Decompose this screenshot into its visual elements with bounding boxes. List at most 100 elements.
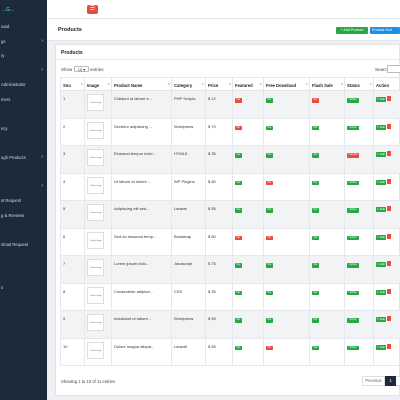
status-badge[interactable]: Active: [347, 98, 359, 103]
sidebar-item[interactable]: [0, 164, 47, 179]
free-download-badge[interactable]: Yes: [266, 263, 273, 268]
sidebar-item[interactable]: [0, 222, 47, 237]
sidebar-item[interactable]: nload Request: [0, 237, 47, 252]
featured-badge[interactable]: Yes: [235, 318, 242, 323]
edit-button[interactable]: ✎ Edit: [376, 207, 386, 213]
delete-button[interactable]: [387, 343, 391, 349]
sidebar-item[interactable]: s: [0, 280, 47, 295]
product-thumbnail[interactable]: Product Image: [87, 231, 104, 249]
sidebar-item[interactable]: ugh Products ›: [0, 150, 47, 165]
edit-button[interactable]: ✎ Edit: [376, 124, 386, 130]
status-badge[interactable]: Active: [347, 180, 359, 186]
sidebar-item[interactable]: ›: [0, 179, 47, 194]
sidebar-item[interactable]: [0, 106, 47, 121]
flash-sale-badge[interactable]: Yes: [312, 290, 319, 296]
edit-button[interactable]: ✎ Edit: [376, 317, 386, 323]
column-header-free-download[interactable]: Free Download ⇅: [264, 77, 310, 91]
entries-select[interactable]: 10 ▾: [74, 65, 89, 72]
delete-button[interactable]: [387, 288, 391, 294]
sidebar-item[interactable]: g & Reviews: [0, 208, 47, 223]
sidebar-item[interactable]: ›: [0, 63, 47, 78]
product-thumbnail[interactable]: Product Image: [87, 314, 104, 331]
status-badge[interactable]: InActive: [347, 153, 359, 158]
flash-sale-badge[interactable]: Yes: [312, 235, 319, 241]
page-button-1[interactable]: 1: [385, 376, 396, 386]
edit-button[interactable]: ✎ Edit: [376, 179, 386, 185]
delete-button[interactable]: [387, 233, 391, 239]
column-header-product-name[interactable]: Product Name ⇅: [112, 77, 172, 91]
column-header-category[interactable]: Category ⇅: [172, 77, 206, 91]
flash-sale-badge[interactable]: Yes: [312, 345, 319, 351]
flash-sale-badge[interactable]: Yes: [312, 180, 319, 186]
sidebar-item[interactable]: gs ›: [0, 34, 47, 49]
flash-sale-badge[interactable]: Yes: [312, 263, 319, 268]
next-page-button[interactable]: [396, 376, 400, 386]
delete-button[interactable]: [387, 261, 391, 267]
delete-button[interactable]: [387, 151, 391, 157]
featured-badge[interactable]: No: [235, 235, 242, 241]
sidebar-item[interactable]: [0, 135, 47, 150]
featured-badge[interactable]: Yes: [235, 208, 242, 213]
add-product-button[interactable]: + Add Product: [336, 27, 368, 34]
column-header-featured[interactable]: Featured ⇅: [233, 77, 264, 91]
sidebar-item[interactable]: st Request: [0, 193, 47, 208]
column-header-status[interactable]: Status ⇅: [345, 77, 374, 91]
product-thumbnail[interactable]: Product Image: [87, 176, 104, 194]
status-badge[interactable]: Active: [347, 235, 359, 241]
sidebar-item[interactable]: oard: [0, 19, 47, 34]
sidebar-item[interactable]: mers: [0, 92, 47, 107]
free-download-badge[interactable]: No: [266, 345, 273, 351]
free-download-badge[interactable]: No: [266, 180, 273, 186]
column-header-sno[interactable]: Sno ⇅: [60, 77, 85, 91]
free-download-badge[interactable]: Yes: [266, 208, 273, 213]
featured-badge[interactable]: Yes: [235, 153, 242, 158]
flash-sale-badge[interactable]: Yes: [312, 125, 319, 131]
flash-sale-badge[interactable]: Yes: [312, 153, 319, 158]
featured-badge[interactable]: Yes: [235, 263, 242, 268]
edit-button[interactable]: ✎ Edit: [376, 344, 386, 350]
edit-button[interactable]: ✎ Edit: [376, 152, 386, 158]
sidebar-brand[interactable]: ...G...: [0, 0, 47, 19]
status-badge[interactable]: Active: [347, 290, 359, 296]
column-header-action[interactable]: Action: [374, 77, 400, 91]
menu-toggle-button[interactable]: ☰: [87, 5, 98, 14]
product-thumbnail[interactable]: Product Image: [87, 149, 104, 166]
featured-badge[interactable]: Yes: [235, 180, 242, 186]
column-header-image[interactable]: Image ⇅: [85, 77, 112, 91]
status-badge[interactable]: Active: [347, 263, 359, 268]
status-badge[interactable]: Active: [347, 125, 359, 131]
sidebar-item[interactable]: ncy: [0, 121, 47, 136]
featured-badge[interactable]: No: [235, 98, 242, 103]
free-download-badge[interactable]: Yes: [266, 153, 273, 158]
free-download-badge[interactable]: Yes: [266, 125, 273, 131]
product-sort-button[interactable]: Product Sort: [370, 27, 400, 34]
product-thumbnail[interactable]: Product Image: [87, 286, 104, 304]
sidebar-item[interactable]: Administrator: [0, 77, 47, 92]
edit-button[interactable]: ✎ Edit: [376, 289, 386, 295]
sidebar-item[interactable]: [0, 295, 47, 310]
delete-button[interactable]: [387, 96, 391, 102]
edit-button[interactable]: ✎ Edit: [376, 97, 386, 103]
featured-badge[interactable]: Yes: [235, 290, 242, 296]
product-thumbnail[interactable]: Product Image: [87, 341, 104, 359]
delete-button[interactable]: [387, 316, 391, 322]
edit-button[interactable]: ✎ Edit: [376, 262, 386, 268]
search-input[interactable]: [387, 65, 400, 73]
sidebar-item[interactable]: [0, 266, 47, 281]
column-header-price[interactable]: Price ⇅: [206, 77, 233, 91]
column-header-flash-sale[interactable]: Flash Sale ⇅: [310, 77, 345, 91]
flash-sale-badge[interactable]: Yes: [312, 208, 319, 213]
status-badge[interactable]: Active: [347, 345, 359, 351]
flash-sale-badge[interactable]: No: [312, 98, 319, 103]
free-download-badge[interactable]: Yes: [266, 290, 273, 296]
status-badge[interactable]: Active: [347, 208, 359, 213]
sidebar-item[interactable]: ry: [0, 48, 47, 63]
free-download-badge[interactable]: Yes: [266, 98, 273, 103]
previous-page-button[interactable]: Previous: [362, 376, 385, 386]
sidebar-item[interactable]: [0, 251, 47, 266]
product-thumbnail[interactable]: Product Image: [87, 259, 104, 276]
product-thumbnail[interactable]: Product Image: [87, 121, 104, 139]
delete-button[interactable]: [387, 206, 391, 212]
free-download-badge[interactable]: Yes: [266, 318, 273, 323]
flash-sale-badge[interactable]: Yes: [312, 318, 319, 323]
